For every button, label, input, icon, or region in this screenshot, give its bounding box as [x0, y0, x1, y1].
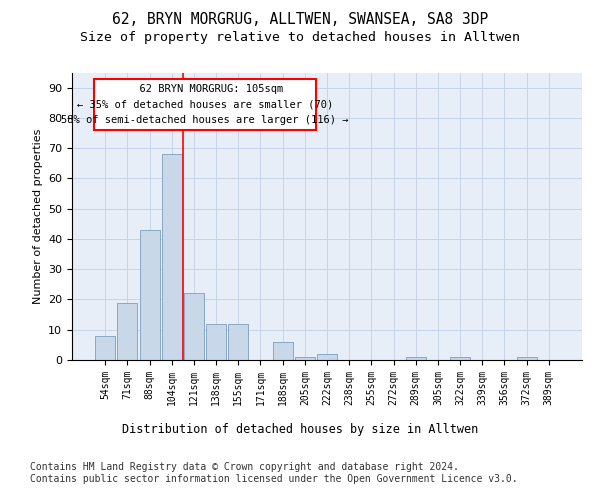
- Text: Size of property relative to detached houses in Alltwen: Size of property relative to detached ho…: [80, 31, 520, 44]
- Text: Contains HM Land Registry data © Crown copyright and database right 2024.
Contai: Contains HM Land Registry data © Crown c…: [30, 462, 518, 484]
- Text: 62, BRYN MORGRUG, ALLTWEN, SWANSEA, SA8 3DP: 62, BRYN MORGRUG, ALLTWEN, SWANSEA, SA8 …: [112, 12, 488, 28]
- Bar: [118, 302, 137, 360]
- Bar: [228, 324, 248, 360]
- Bar: [272, 342, 293, 360]
- Bar: [317, 354, 337, 360]
- Bar: [295, 357, 315, 360]
- Bar: [206, 324, 226, 360]
- Text: 62 BRYN MORGRUG: 105sqm
← 35% of detached houses are smaller (70)
58% of semi-de: 62 BRYN MORGRUG: 105sqm ← 35% of detache…: [61, 84, 349, 125]
- Bar: [450, 357, 470, 360]
- FancyBboxPatch shape: [94, 78, 316, 130]
- Bar: [140, 230, 160, 360]
- Bar: [95, 336, 115, 360]
- Y-axis label: Number of detached properties: Number of detached properties: [32, 128, 43, 304]
- Bar: [162, 154, 182, 360]
- Bar: [184, 294, 204, 360]
- Bar: [406, 357, 426, 360]
- Text: Distribution of detached houses by size in Alltwen: Distribution of detached houses by size …: [122, 422, 478, 436]
- Bar: [517, 357, 536, 360]
